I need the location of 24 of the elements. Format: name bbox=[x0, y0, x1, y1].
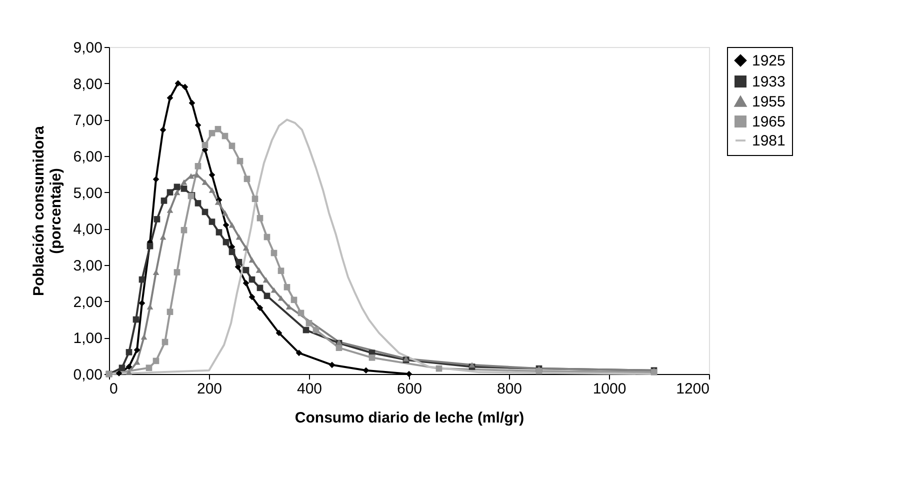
legend-label: 1981 bbox=[752, 132, 786, 150]
y-tick-label: 4,00 bbox=[73, 221, 102, 238]
y-axis-title: Población consumidora (porcentaje) bbox=[30, 125, 64, 296]
x-tick-label: 600 bbox=[396, 380, 422, 398]
y-tick-label: 0,00 bbox=[73, 366, 102, 384]
x-tick-label: 200 bbox=[196, 380, 222, 398]
legend-label: 1955 bbox=[752, 94, 786, 110]
y-tick-label: 9,00 bbox=[73, 40, 102, 56]
x-tick-label: 0 bbox=[110, 380, 118, 398]
x-tick-label: 400 bbox=[296, 380, 322, 398]
legend-label: 1925 bbox=[752, 52, 786, 70]
x-tick-label: 1200 bbox=[676, 380, 710, 398]
x-tick-label: 1000 bbox=[592, 380, 626, 398]
y-tick-label: 6,00 bbox=[73, 148, 102, 166]
x-axis-title: Consumo diario de leche (ml/gr) bbox=[294, 410, 524, 426]
legend-label: 1933 bbox=[752, 74, 786, 90]
y-tick-label: 1,00 bbox=[73, 330, 102, 348]
x-tick-label: 800 bbox=[496, 380, 522, 398]
y-tick-label: 5,00 bbox=[73, 184, 102, 202]
y-tick-label: 2,00 bbox=[73, 294, 102, 311]
legend-label: 1965 bbox=[752, 114, 786, 130]
y-tick-label: 3,00 bbox=[73, 258, 102, 274]
y-tick-label: 7,00 bbox=[73, 112, 102, 130]
y-tick-label: 8,00 bbox=[73, 76, 102, 93]
